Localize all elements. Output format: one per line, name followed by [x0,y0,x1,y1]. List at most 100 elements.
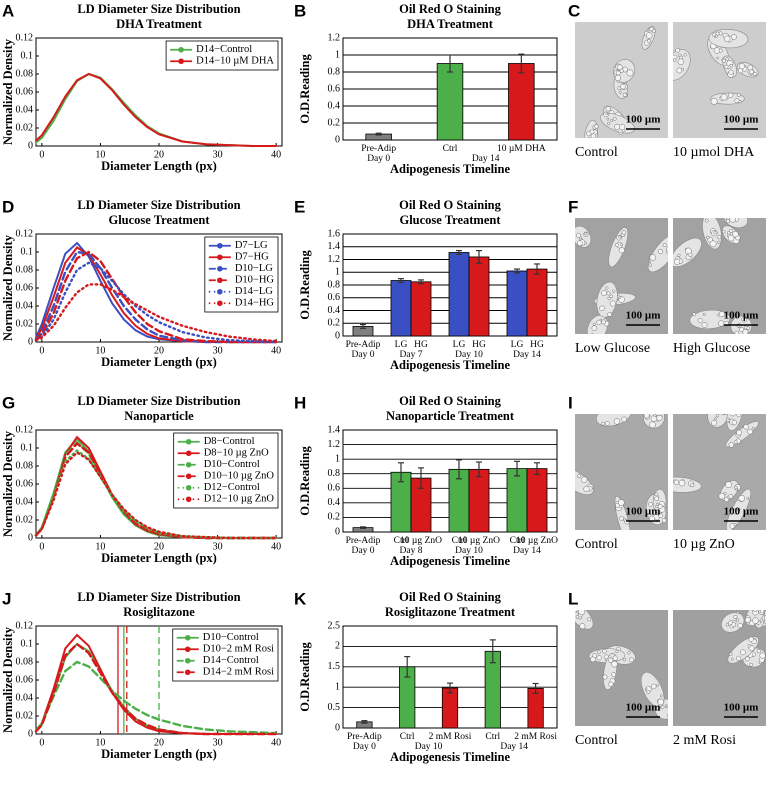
y-axis-label: O.D.Reading [298,642,312,712]
lipid-droplet [754,602,756,604]
legend-label: D12−10 µg ZnO [204,494,275,505]
y-tick-label: 0.8 [328,66,341,77]
lipid-droplet [736,508,741,512]
error-bar [447,682,453,694]
legend-box [165,40,279,71]
lipid-droplet [734,330,740,334]
panel-label: J [2,589,11,608]
lipid-droplet [692,312,696,317]
x-tick-label: 10 [95,149,105,160]
lipid-droplet [690,482,695,488]
legend-label: D14−10 µM DHA [196,56,274,67]
lipid-droplet [727,419,731,422]
y-tick-label: 0 [28,140,33,151]
lipid-droplet [718,311,725,318]
lipid-droplet [609,300,616,307]
y-tick-label: 0.4 [328,497,341,508]
x-tick-label: 20 [154,541,164,552]
lipid-droplet [618,91,622,94]
legend-box [173,432,279,509]
lipid-droplet [718,492,726,500]
y-tick-label: 0.12 [16,424,34,435]
lipid-droplet [683,53,687,57]
lipid-droplet [731,419,738,426]
lipid-droplet [756,649,761,654]
y-tick-label: 0 [28,532,33,543]
lipid-droplet [747,64,754,71]
micrograph-caption: Control [575,145,618,160]
legend-marker [184,669,191,676]
error-bar [514,268,520,274]
lipid-droplet [674,258,681,265]
micrograph-caption: 2 mM Rosi [673,733,736,748]
lipid-droplet [739,327,745,333]
lipid-droplet [584,232,588,236]
legend-label: D7−HG [235,252,269,263]
lipid-droplet [743,424,749,430]
lipid-droplet [605,421,610,426]
lipid-droplet [602,648,607,654]
y-tick-label: 0.06 [16,282,34,293]
legend-marker [184,657,191,664]
lipid-droplet [736,429,742,436]
lipid-droplet [716,405,722,411]
y-tick-label: 1.2 [328,32,341,43]
lipid-droplet [564,469,567,472]
y-tick-label: 0.04 [16,496,34,507]
chart-subtitle: DHA Treatment [116,17,203,31]
micrograph-caption: Low Glucose [575,341,650,356]
lipid-droplet [713,231,717,235]
x-tick-label: 10 µg ZnO [458,536,500,546]
lipid-droplet [591,333,594,334]
x-axis-label: Adipogenesis Timeline [390,358,510,372]
lipid-droplet [649,254,656,261]
error-bar [361,720,368,724]
lipid-droplet [666,246,668,253]
panel-label: E [294,197,305,216]
bar [527,688,544,729]
y-tick-label: 1 [335,453,340,464]
lipid-droplet [601,421,605,426]
lipid-droplet [659,694,663,698]
lipid-droplet [621,416,627,423]
lipid-droplet [752,610,758,612]
lipid-droplet [607,296,611,300]
y-tick-label: 0.04 [16,104,34,115]
chart-subtitle: Glucose Treatment [399,213,501,227]
legend-marker [178,58,184,65]
panel-label: H [294,393,306,412]
micrograph [575,218,668,334]
lipid-droplet [734,98,740,104]
lipid-droplet [718,48,723,53]
lipid-droplet [618,247,625,254]
lipid-droplet [622,92,628,98]
x-tick-label: 10 µg ZnO [516,536,558,546]
legend-marker [217,288,223,295]
y-tick-label: 0.2 [328,318,341,329]
lipid-droplet [731,622,737,627]
legend-marker [184,634,191,641]
lipid-droplet [725,623,729,627]
panel-label: B [294,1,306,20]
micrograph [673,405,766,530]
error-bar [404,655,411,678]
lipid-droplet [722,229,726,234]
scale-bar-label: 100 µm [724,310,759,322]
x-tick-label: Pre-Adip [361,144,396,154]
lipid-droplet [747,644,751,648]
lipid-droplet [662,243,667,248]
lipid-droplet [590,133,596,138]
legend-label: D10−HG [235,275,275,286]
micrograph-caption: High Glucose [673,341,750,356]
lipid-droplet [611,672,617,678]
panel-label: I [568,393,573,412]
y-axis-label: Normalized Density [1,626,15,733]
error-bar [534,462,540,476]
error-bar [360,323,366,329]
x-axis-label: Diameter Length (px) [101,747,217,761]
lipid-droplet [714,34,718,38]
lipid-droplet [622,657,627,662]
panel-label: G [2,393,15,412]
y-tick-label: 0.12 [16,32,34,43]
x-tick-label: 10 [95,345,105,356]
